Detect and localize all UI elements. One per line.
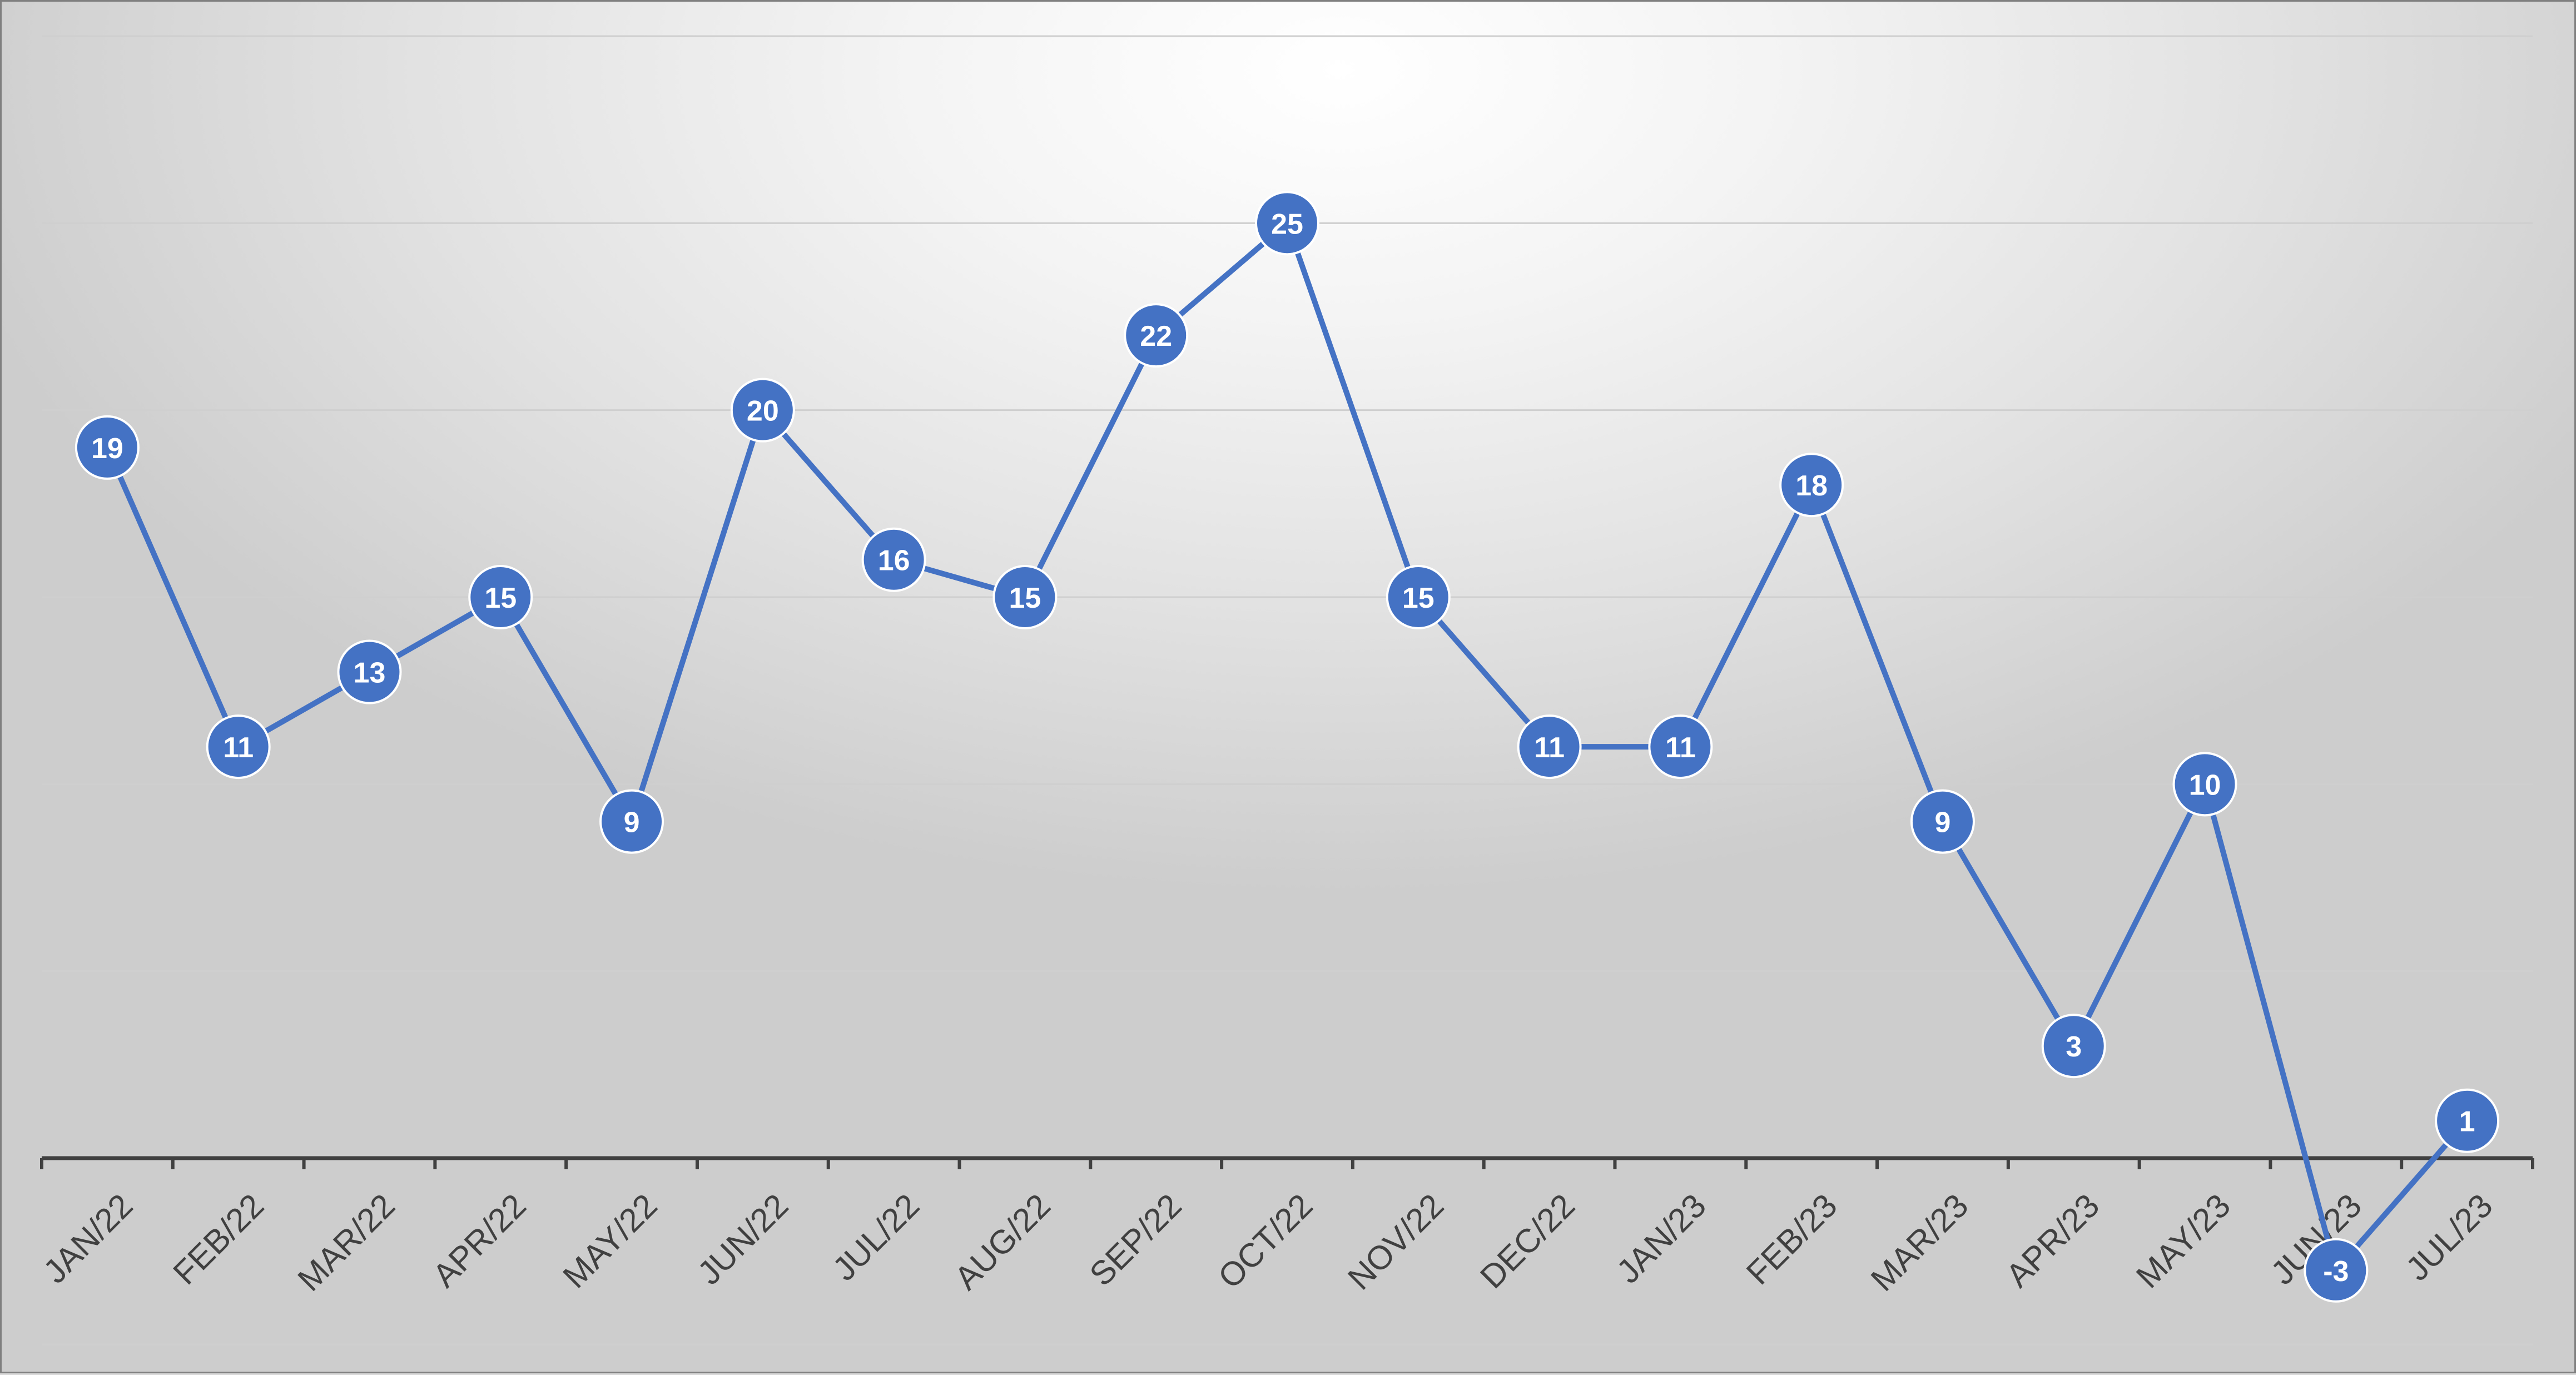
data-label: 25 xyxy=(1271,208,1303,240)
x-tick-label: JUL/23 xyxy=(2399,1187,2500,1288)
x-tick-label: MAY/23 xyxy=(2129,1187,2237,1295)
x-tick-label: FEB/22 xyxy=(166,1187,271,1292)
data-point xyxy=(1648,714,1713,780)
x-tick-label: APR/22 xyxy=(425,1187,533,1294)
data-label: 1 xyxy=(2459,1106,2475,1138)
data-point xyxy=(1910,789,1975,854)
data-markers xyxy=(75,191,2500,1303)
data-label: 16 xyxy=(878,545,910,577)
data-point xyxy=(75,415,140,480)
x-tick-label: APR/23 xyxy=(1999,1187,2107,1294)
data-label: 20 xyxy=(747,395,779,428)
x-axis-ticks xyxy=(40,1158,2534,1169)
data-label: -3 xyxy=(2323,1255,2349,1288)
gridlines xyxy=(42,35,2533,972)
data-point xyxy=(730,378,795,443)
data-point xyxy=(992,565,1058,629)
data-point xyxy=(2172,752,2237,817)
x-tick-label: SEP/22 xyxy=(1083,1187,1189,1293)
data-label: 15 xyxy=(1009,582,1041,614)
data-label: 15 xyxy=(1402,582,1435,614)
data-point xyxy=(468,565,533,629)
data-point xyxy=(1124,303,1189,368)
data-point xyxy=(337,639,402,704)
data-point xyxy=(1779,453,1844,518)
x-tick-label: MAR/22 xyxy=(291,1187,403,1298)
x-tick-label: FEB/23 xyxy=(1739,1187,1844,1292)
data-label: 19 xyxy=(91,433,123,465)
x-tick-label: JUN/22 xyxy=(691,1187,796,1292)
x-tick-label: OCT/22 xyxy=(1211,1187,1320,1295)
x-tick-label: JAN/22 xyxy=(36,1187,140,1290)
data-point xyxy=(1386,565,1451,629)
x-tick-label: NOV/22 xyxy=(1341,1187,1451,1297)
series-line xyxy=(105,220,2469,1273)
data-point xyxy=(861,527,926,592)
data-point xyxy=(1255,191,1319,256)
data-label: 18 xyxy=(1795,470,1828,502)
data-label: 15 xyxy=(484,582,517,614)
x-tick-label: DEC/22 xyxy=(1473,1187,1582,1295)
data-label: 9 xyxy=(624,807,640,839)
data-label: 11 xyxy=(1534,732,1565,764)
x-axis-tick-labels: JAN/22 FEB/22 MAR/22 APR/22 MAY/22 JUN/22 JUL/… xyxy=(36,1187,2500,1298)
data-label: 9 xyxy=(1934,807,1950,839)
data-point xyxy=(1517,714,1582,780)
data-label: 13 xyxy=(354,657,386,689)
data-point xyxy=(2304,1238,2369,1303)
x-tick-label: JAN/23 xyxy=(1610,1187,1714,1290)
data-point xyxy=(2041,1014,2106,1079)
x-tick-label: MAR/23 xyxy=(1864,1187,1976,1298)
x-tick-label: MAY/22 xyxy=(556,1187,664,1295)
data-point xyxy=(2435,1088,2500,1153)
data-label: 3 xyxy=(2066,1031,2082,1063)
data-label: 10 xyxy=(2189,769,2221,801)
data-label: 22 xyxy=(1140,320,1172,353)
x-tick-label: AUG/22 xyxy=(947,1187,1058,1297)
data-labels: 19 11 13 15 9 20 16 15 22 25 15 11 11 18 9 3 10 -3 1 xyxy=(91,208,2475,1287)
data-label: 11 xyxy=(223,732,254,764)
data-point xyxy=(206,714,271,780)
data-point xyxy=(599,789,664,854)
data-label: 11 xyxy=(1665,732,1696,764)
x-tick-label: JUL/22 xyxy=(826,1187,927,1288)
